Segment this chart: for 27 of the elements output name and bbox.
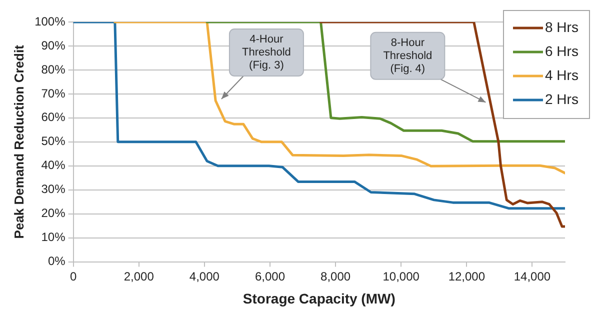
legend-label: 2 Hrs [545,90,578,107]
y-tick-label: 20% [41,206,66,220]
y-tick-label: 90% [41,38,66,52]
x-tick-label: 4,000 [189,269,220,284]
annotation: 8-Hour Threshold (Fig. 4) [383,36,432,75]
x-tick-label: 8,000 [320,269,351,284]
y-tick-label: 50% [41,134,66,148]
legend-label: 4 Hrs [545,66,578,83]
y-tick-label: 100% [34,14,66,28]
y-tick-label: 60% [41,110,66,124]
legend-label: 8 Hrs [545,18,578,35]
x-tick-label: 0 [70,269,77,284]
y-tick-label: 30% [41,182,66,196]
y-tick-label: 40% [41,158,66,172]
y-tick-label: 70% [41,86,66,100]
y-tick-label: 0% [48,254,66,268]
x-tick-label: 14,000 [514,269,551,284]
y-axis-title: Peak Demand Reduction Credit [11,44,26,239]
x-tick-label: 2,000 [124,269,154,284]
x-axis-title: Storage Capacity (MW) [242,290,396,306]
x-tick-label: 10,000 [382,269,420,284]
x-tick-label: 6,000 [254,269,286,284]
x-tick-label: 12,000 [448,269,486,284]
y-tick-label: 80% [41,62,66,76]
y-tick-label: 10% [41,230,66,244]
annotation: 4-Hour Threshold (Fig. 3) [242,34,291,72]
legend-label: 6 Hrs [545,42,578,59]
